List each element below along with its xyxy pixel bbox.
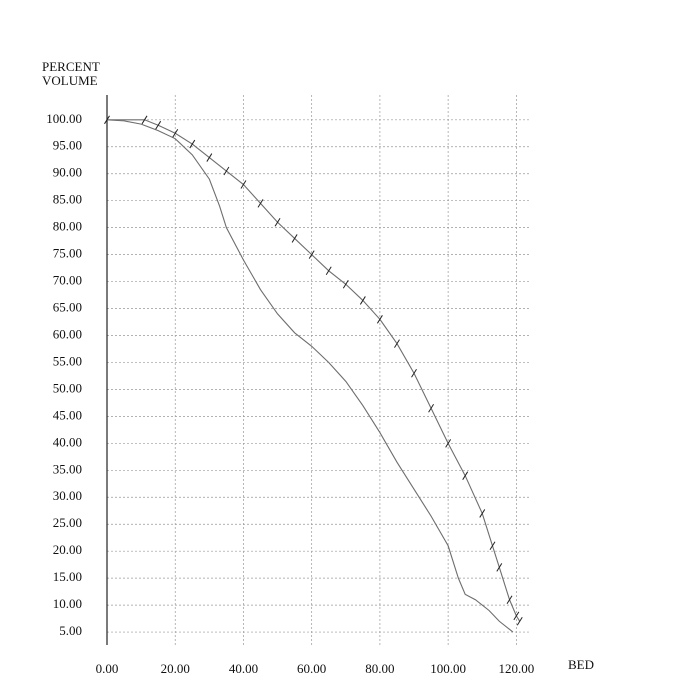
marker <box>479 509 486 518</box>
marker <box>359 296 366 305</box>
marker <box>342 279 349 289</box>
y-tick-label: 5.00 <box>59 623 82 638</box>
marker <box>513 611 520 621</box>
marker <box>104 115 110 125</box>
y-tick-label: 35.00 <box>53 461 82 476</box>
y-tick-label: 50.00 <box>53 380 82 395</box>
marker <box>223 166 230 176</box>
x-tick-label: 100.00 <box>430 661 466 676</box>
y-tick-label: 70.00 <box>53 273 82 288</box>
marker <box>445 439 452 448</box>
marker <box>172 129 179 138</box>
line <box>106 119 514 633</box>
marker <box>489 541 496 551</box>
marker <box>394 339 400 348</box>
x-tick-label: 60.00 <box>297 661 326 676</box>
marker <box>206 153 213 162</box>
x-tick-label: 40.00 <box>229 661 258 676</box>
marker <box>141 115 148 125</box>
y-tick-label: 90.00 <box>53 165 82 180</box>
y-tick-label: 40.00 <box>53 434 82 449</box>
y-tick-label: 15.00 <box>53 569 82 584</box>
x-tick-label: 20.00 <box>161 661 190 676</box>
y-tick-label: 30.00 <box>53 488 82 503</box>
y-tick-label: 25.00 <box>53 515 82 530</box>
marker <box>376 315 383 324</box>
x-tick-label: 120.00 <box>498 661 534 676</box>
marker <box>325 266 332 276</box>
y-tick-label: 10.00 <box>53 596 82 611</box>
y-tick-label: 60.00 <box>53 326 82 341</box>
marker <box>411 368 417 378</box>
x-tick-label: 0.00 <box>96 661 119 676</box>
line <box>107 119 521 622</box>
y-tick-label: 95.00 <box>53 138 82 153</box>
marker <box>516 617 523 626</box>
marker <box>189 139 196 149</box>
y-tick-label: 20.00 <box>53 542 82 557</box>
y-axis-label: PERCENT <box>42 59 100 74</box>
y-tick-label: 75.00 <box>53 246 82 261</box>
marker <box>308 250 315 259</box>
y-tick-label: 80.00 <box>53 219 82 234</box>
y-tick-label: 85.00 <box>53 192 82 207</box>
marker <box>240 180 247 189</box>
y-tick-label: 45.00 <box>53 407 82 422</box>
marker <box>462 471 469 480</box>
marker <box>506 595 513 604</box>
x-axis-label: BED <box>568 657 594 672</box>
y-tick-label: 55.00 <box>53 353 82 368</box>
marker <box>291 234 298 243</box>
marker <box>155 120 162 130</box>
marker <box>274 217 281 227</box>
y-tick-label: 65.00 <box>53 300 82 315</box>
marker <box>257 199 264 208</box>
x-tick-label: 80.00 <box>365 661 394 676</box>
marker <box>428 404 434 413</box>
y-axis-label: VOLUME <box>42 73 98 88</box>
y-tick-label: 100.00 <box>46 111 82 126</box>
marker <box>496 563 503 572</box>
